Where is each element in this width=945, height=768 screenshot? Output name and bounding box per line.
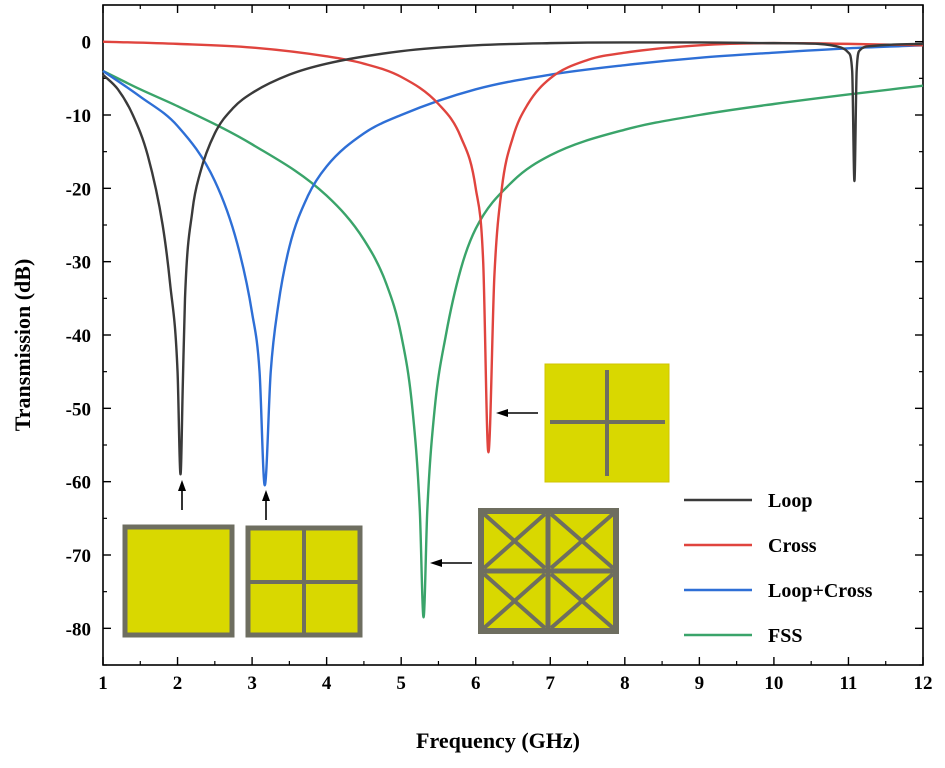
loop-unit-cell-inset <box>122 524 235 638</box>
x-tick-label: 9 <box>695 673 705 694</box>
y-tick-label: -70 <box>66 546 91 567</box>
unit-cell-insets <box>122 363 670 638</box>
legend-label-cross: Cross <box>768 535 817 557</box>
legend-label-loop-cross: Loop+Cross <box>768 580 873 602</box>
y-tick-label: -20 <box>66 179 91 200</box>
y-tick-label: -10 <box>66 106 91 127</box>
loop-arrow <box>178 480 186 510</box>
y-axis-title: Transmission (dB) <box>10 259 35 432</box>
series-line-cross <box>102 40 924 454</box>
axes: 1 2 3 4 5 6 7 8 9 10 11 120-10-20-30-40-50-60-70-80… <box>10 4 933 753</box>
y-tick-label: -40 <box>66 326 91 347</box>
x-tick-label: 4 <box>322 673 332 694</box>
legend-label-fss: FSS <box>768 625 802 647</box>
loop-cross-unit-cell-inset <box>245 525 363 638</box>
x-tick-label: 1 <box>98 673 108 694</box>
y-tick-label: -60 <box>66 473 91 494</box>
y-tick-label: -30 <box>66 253 91 274</box>
x-tick-label: 8 <box>620 673 630 694</box>
legend: Loop Cross Loop+Cross FSS <box>684 490 873 647</box>
x-tick-label: 3 <box>247 673 257 694</box>
x-tick-label: 11 <box>839 673 857 694</box>
series-layer <box>102 40 924 619</box>
x-tick-label: 6 <box>471 673 481 694</box>
loop-cross-arrow <box>262 490 270 520</box>
annotation-arrows <box>178 409 538 567</box>
cross-arrow <box>496 409 538 417</box>
fss-unit-cell-inset <box>478 508 619 634</box>
y-tick-label: -80 <box>66 619 91 640</box>
x-tick-label: 2 <box>173 673 183 694</box>
series-line-loop <box>102 41 924 476</box>
series-line-loop-cross <box>102 44 924 487</box>
series-line-fss <box>102 69 924 619</box>
x-axis-title: Frequency (GHz) <box>416 728 580 753</box>
legend-label-loop: Loop <box>768 490 812 512</box>
x-tick-label: 7 <box>546 673 556 694</box>
y-tick-label: 0 <box>82 33 92 54</box>
fss-arrow <box>430 559 472 567</box>
x-tick-label: 10 <box>764 673 783 694</box>
y-tick-label: -50 <box>66 399 91 420</box>
x-tick-label: 12 <box>914 673 933 694</box>
cross-unit-cell-inset <box>544 363 670 483</box>
x-tick-label: 5 <box>396 673 406 694</box>
